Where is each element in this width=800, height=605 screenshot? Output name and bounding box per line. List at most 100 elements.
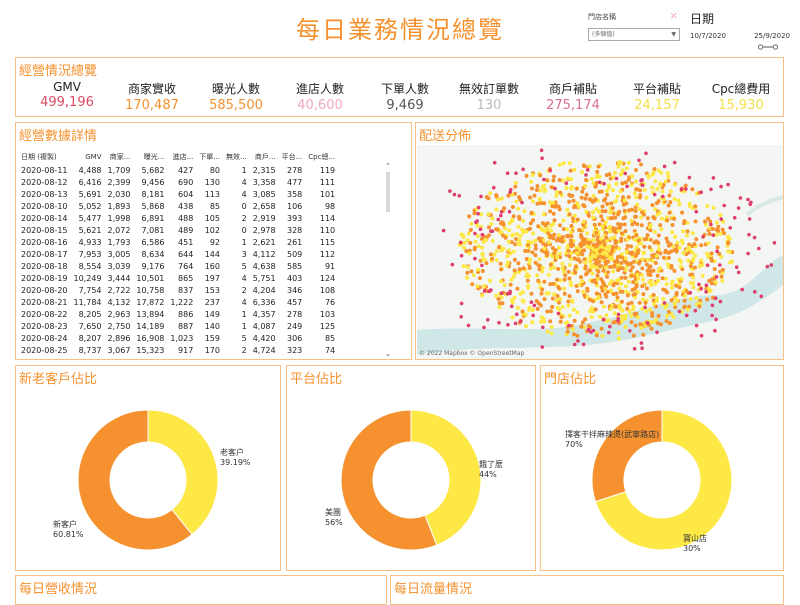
donut-slice[interactable] — [147, 409, 219, 536]
delivery-point — [551, 281, 556, 286]
delivery-point — [601, 255, 606, 260]
table-cell: 125 — [319, 321, 336, 331]
delivery-point — [636, 276, 641, 281]
donut-slice[interactable] — [77, 409, 193, 551]
delivery-map[interactable] — [417, 145, 783, 359]
delivery-point — [631, 304, 636, 309]
kpi-label: 商家實收 — [127, 82, 176, 96]
table-row[interactable]: 2020-08-15 5,621 2,072 7,081 489 102 0 2,978 328… — [18, 224, 338, 236]
delivery-point — [576, 204, 581, 209]
table-row[interactable]: 2020-08-23 7,650 2,750 14,189 887 140 1 4,087 24… — [18, 320, 338, 332]
table-cell: 4 — [241, 273, 247, 283]
table-scrollbar[interactable]: ⌃ ⌄ — [384, 160, 392, 360]
delivery-point — [715, 245, 720, 250]
slice-percent: 70% — [565, 440, 583, 449]
delivery-point — [553, 186, 557, 191]
column-header[interactable]: 平台... — [281, 153, 303, 161]
delivery-point — [620, 314, 624, 319]
delivery-point — [542, 297, 547, 301]
column-header[interactable]: 曝光... — [143, 153, 165, 161]
delivery-point — [672, 301, 677, 306]
delivery-point — [531, 218, 536, 223]
table-cell: 2020-08-23 — [21, 321, 68, 331]
table-cell: 5,052 — [78, 201, 102, 211]
delivery-point — [650, 313, 655, 318]
delivery-point — [628, 268, 633, 273]
table-cell: 8,634 — [141, 249, 165, 259]
delivery-point — [668, 189, 673, 194]
column-header[interactable]: 商家... — [109, 153, 131, 161]
delivery-point — [716, 228, 720, 233]
column-header[interactable]: 無效... — [226, 153, 247, 161]
table-row[interactable]: 2020-08-21 11,784 4,132 17,872 1,222 237 4 6,33… — [18, 296, 338, 308]
table-row[interactable]: 2020-08-13 5,691 2,030 8,181 604 113 4 3,085 358… — [18, 188, 338, 200]
donut-slice[interactable] — [591, 409, 663, 503]
delivery-point — [470, 282, 475, 287]
delivery-point — [593, 254, 598, 259]
table-cell: 144 — [204, 249, 220, 259]
delivery-point — [525, 278, 530, 283]
delivery-point — [672, 216, 677, 221]
table-row[interactable]: 2020-08-14 5,477 1,998 6,891 488 105 2 2,919 393… — [18, 212, 338, 224]
delivery-point — [489, 221, 494, 226]
delivery-point — [621, 195, 625, 200]
delivery-point — [693, 308, 698, 313]
kpi-label: 下單人數 — [380, 82, 429, 96]
delivery-point — [587, 309, 592, 314]
delivery-point — [632, 292, 637, 297]
table-row[interactable]: 2020-08-19 10,249 3,444 10,501 865 197 4 5,751 4… — [18, 272, 338, 284]
delivery-point — [658, 223, 663, 228]
delivery-point — [646, 272, 651, 277]
delivery-point — [635, 202, 640, 207]
table-row[interactable]: 2020-08-22 8,205 2,963 13,894 886 149 1 4,357 27… — [18, 308, 338, 320]
date-range-slider[interactable] — [758, 44, 778, 50]
table-cell: 644 — [178, 249, 194, 259]
table-row[interactable]: 2020-08-11 4,488 1,709 5,682 427 80 1 2,315 278 1… — [18, 164, 338, 176]
delivery-point — [580, 227, 585, 232]
table-row[interactable]: 2020-08-16 4,933 1,793 6,586 451 92 1 2,621 261 1… — [18, 236, 338, 248]
column-header[interactable]: GMV — [85, 153, 102, 161]
donut-chart — [77, 409, 219, 551]
delivery-point — [542, 201, 547, 206]
table-row[interactable]: 2020-08-24 8,207 2,896 16,908 1,023 159 5 4,420… — [18, 332, 338, 344]
delivery-point — [709, 258, 714, 263]
column-header[interactable]: 商戶... — [254, 153, 276, 161]
donut-title: 平台佔比 — [290, 372, 343, 387]
delivery-point — [747, 232, 751, 237]
donut-slice[interactable] — [410, 409, 482, 546]
table-row[interactable]: 2020-08-18 8,554 3,039 9,176 764 160 5 4,638 585… — [18, 260, 338, 272]
column-header[interactable]: 日期 (複製) — [21, 153, 57, 161]
column-header[interactable]: Cpc總... — [308, 153, 336, 161]
delivery-point — [669, 263, 674, 268]
delivery-point — [479, 194, 483, 199]
table-row[interactable]: 2020-08-17 7,953 3,005 8,634 644 144 3 4,112 509… — [18, 248, 338, 260]
delivery-point — [536, 278, 541, 283]
delivery-point — [667, 321, 672, 326]
delivery-point — [518, 197, 523, 202]
delivery-point — [701, 235, 705, 239]
clear-filter-icon[interactable]: ⤫ — [671, 12, 677, 20]
table-row[interactable]: 2020-08-12 6,416 2,399 9,456 690 130 4 3,358 477… — [18, 176, 338, 188]
table-row[interactable]: 2020-08-10 5,052 1,893 5,868 438 85 0 2,658 106 9… — [18, 200, 338, 212]
delivery-point — [615, 262, 620, 267]
delivery-point — [515, 286, 520, 291]
column-header[interactable]: 下單... — [199, 153, 220, 161]
delivery-point — [635, 272, 640, 277]
delivery-point — [555, 277, 560, 282]
table-row[interactable]: 2020-08-20 7,754 2,722 10,758 837 153 2 4,204 34… — [18, 284, 338, 296]
delivery-point — [623, 229, 628, 234]
donut-slice[interactable] — [594, 409, 733, 551]
column-header[interactable]: 進店... — [172, 153, 194, 161]
table-row[interactable]: 2020-08-25 8,737 3,067 15,323 917 170 2 4,724 32… — [18, 344, 338, 356]
delivery-point — [752, 235, 757, 240]
delivery-point — [566, 303, 571, 308]
delivery-point — [634, 168, 638, 172]
delivery-point — [602, 181, 606, 186]
table-cell: 4,087 — [252, 321, 276, 331]
delivery-point — [529, 240, 534, 245]
delivery-point — [672, 160, 677, 165]
donut-slice[interactable] — [340, 409, 438, 551]
store-select[interactable]: (多個值) ▼ — [588, 28, 680, 41]
delivery-point — [616, 228, 621, 233]
table-cell: 2020-08-11 — [21, 165, 68, 175]
